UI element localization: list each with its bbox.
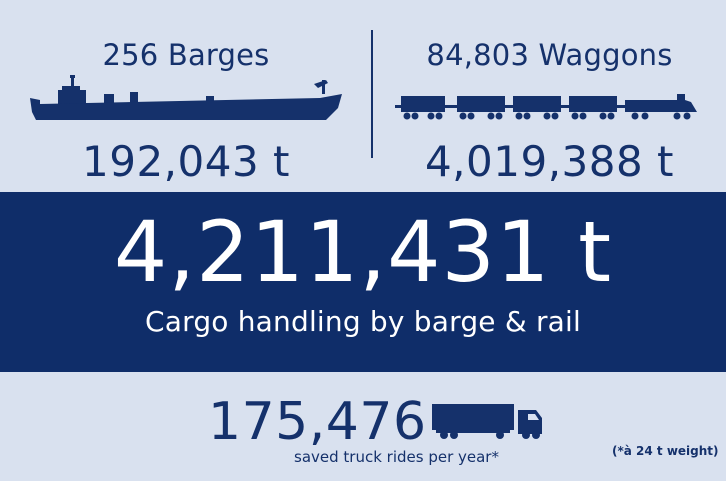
barges-column: 256 Barges 192,043 t [0,0,372,190]
trucks-section: 175,476 saved truck rides per year* (*à … [0,372,726,481]
waggons-amount: 4,019,388 t [424,137,675,186]
barges-amount: 192,043 t [82,137,290,186]
total-caption: Cargo handling by barge & rail [145,305,581,338]
transport-section: 256 Barges 192,043 t 84,803 Waggons 4,01… [0,0,726,190]
waggons-heading: 84,803 Waggons [426,38,673,72]
barge-icon [30,75,342,120]
column-divider [371,30,373,158]
waggons-column: 84,803 Waggons 4,019,388 t [373,0,726,190]
total-banner: 4,211,431 t Cargo handling by barge & ra… [0,192,726,372]
barges-heading: 256 Barges [102,38,270,72]
train-icon [395,94,697,120]
total-amount: 4,211,431 t [113,203,613,301]
saved-trucks-caption: saved truck rides per year* [294,448,499,466]
saved-trucks-value: 175,476 [208,392,427,452]
weight-footnote: (*à 24 t weight) [612,444,719,458]
truck-icon [432,404,542,439]
